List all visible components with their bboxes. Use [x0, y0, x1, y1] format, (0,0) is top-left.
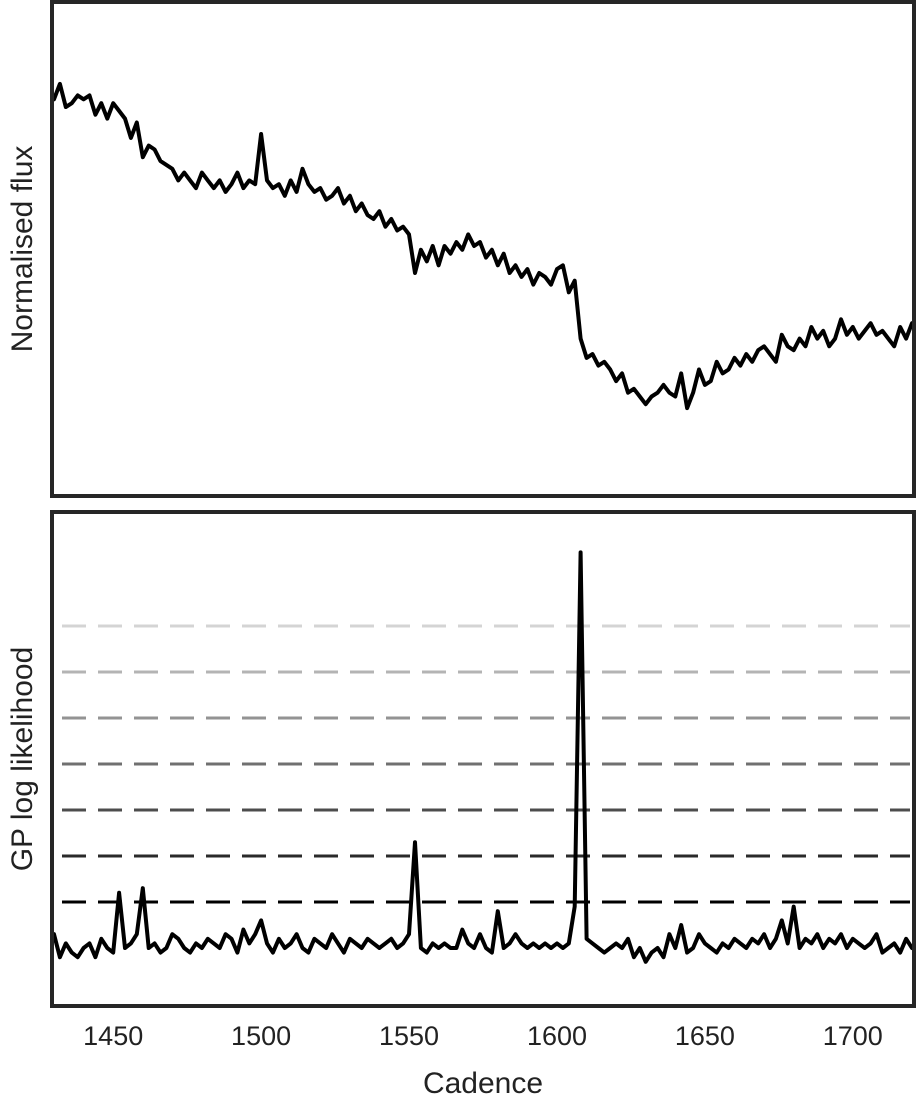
- likelihood-y-axis-label: GP log likelihood: [6, 647, 39, 872]
- likelihood-panel-frame: [50, 510, 916, 1008]
- x-tick-labels: 1450 1500 1550 1600 1650 1700: [83, 1021, 883, 1051]
- x-tick-label: 1650: [675, 1021, 735, 1051]
- flux-series-line: [52, 81, 914, 411]
- x-tick-label: 1600: [527, 1021, 587, 1051]
- x-tick-label: 1450: [83, 1021, 143, 1051]
- x-tick-label: 1550: [379, 1021, 439, 1051]
- x-axis-label: Cadence: [423, 1067, 543, 1100]
- x-tick-label: 1700: [823, 1021, 883, 1051]
- likelihood-series-line: [52, 550, 914, 964]
- x-tick-label: 1500: [231, 1021, 291, 1051]
- threshold-lines: [62, 624, 910, 904]
- flux-panel: Normalised flux: [6, 0, 916, 498]
- flux-panel-frame: [50, 0, 916, 498]
- flux-y-axis-label: Normalised flux: [6, 146, 39, 353]
- likelihood-panel: 1450 1500 1550 1600 1650 1700 GP log likeliho…: [6, 510, 916, 1100]
